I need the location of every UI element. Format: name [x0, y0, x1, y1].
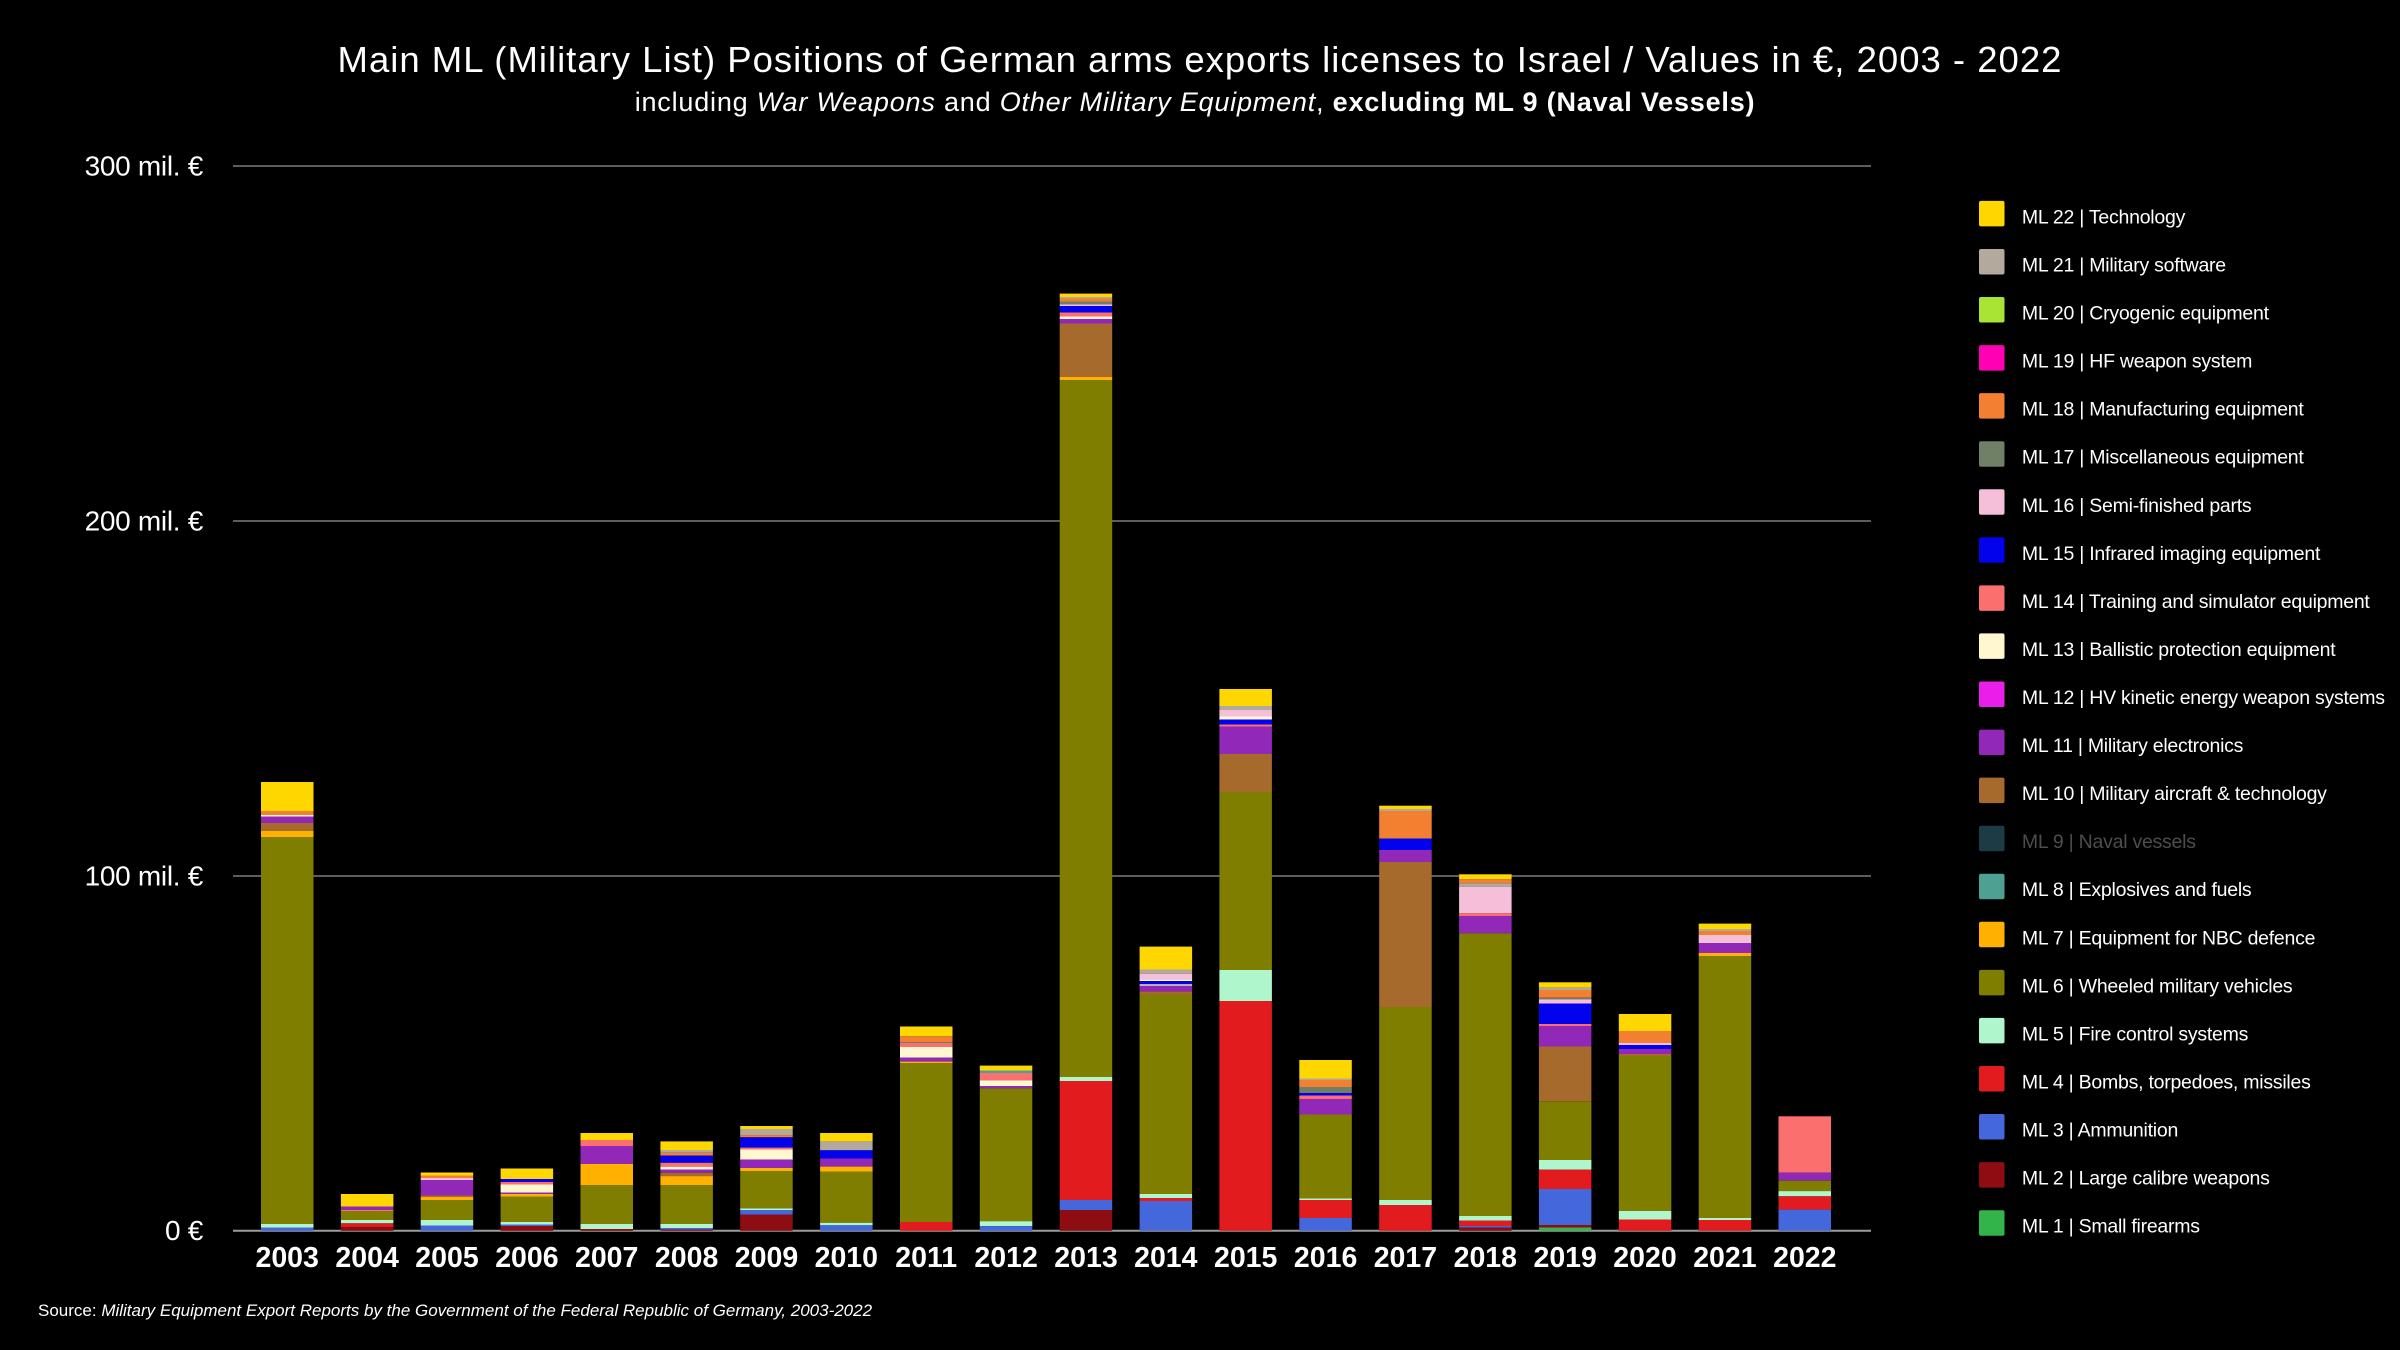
svg-text:2014: 2014 — [1134, 1242, 1198, 1274]
svg-text:ML 18 | Manufacturing equipmen: ML 18 | Manufacturing equipment — [2022, 399, 2305, 421]
svg-text:2022: 2022 — [1773, 1242, 1836, 1274]
svg-text:ML 17 | Miscellaneous equipmen: ML 17 | Miscellaneous equipment — [2022, 447, 2304, 469]
svg-text:Main ML (Military List) Positi: Main ML (Military List) Positions of Ger… — [338, 39, 2063, 80]
svg-text:ML 14 | Training and simulator: ML 14 | Training and simulator equipment — [2022, 591, 2371, 613]
svg-text:2016: 2016 — [1294, 1242, 1357, 1274]
svg-text:2010: 2010 — [815, 1242, 878, 1274]
svg-text:2006: 2006 — [495, 1242, 558, 1274]
svg-text:0 €: 0 € — [165, 1215, 204, 1246]
svg-text:2011: 2011 — [895, 1242, 957, 1274]
svg-text:ML 9 | Naval vessels: ML 9 | Naval vessels — [2022, 831, 2196, 853]
svg-text:ML 3 | Ammunition: ML 3 | Ammunition — [2022, 1120, 2178, 1142]
svg-text:2003: 2003 — [255, 1242, 318, 1274]
svg-text:200 mil. €: 200 mil. € — [85, 506, 204, 537]
svg-text:ML 8 | Explosives and fuels: ML 8 | Explosives and fuels — [2022, 879, 2252, 901]
svg-text:ML 6 | Wheeled military vehicl: ML 6 | Wheeled military vehicles — [2022, 975, 2293, 997]
svg-text:2005: 2005 — [415, 1242, 479, 1274]
svg-text:ML 7 | Equipment for NBC defen: ML 7 | Equipment for NBC defence — [2022, 927, 2315, 949]
svg-text:2018: 2018 — [1454, 1242, 1517, 1274]
svg-text:2019: 2019 — [1533, 1242, 1596, 1274]
svg-text:ML 12 | HV kinetic energy weap: ML 12 | HV kinetic energy weapon systems — [2022, 687, 2385, 709]
svg-text:2009: 2009 — [735, 1242, 798, 1274]
svg-text:ML 11 | Military electronics: ML 11 | Military electronics — [2022, 735, 2244, 757]
svg-text:ML 15 | Infrared imaging equip: ML 15 | Infrared imaging equipment — [2022, 543, 2321, 565]
svg-text:ML 4 | Bombs, torpedoes, missi: ML 4 | Bombs, torpedoes, missiles — [2022, 1072, 2311, 1094]
svg-text:ML 10 | Military aircraft & te: ML 10 | Military aircraft & technology — [2022, 783, 2327, 805]
svg-text:2021: 2021 — [1693, 1242, 1757, 1274]
svg-text:2015: 2015 — [1214, 1242, 1278, 1274]
svg-text:2013: 2013 — [1054, 1242, 1117, 1274]
svg-text:2020: 2020 — [1613, 1242, 1676, 1274]
svg-text:ML 5 | Fire control systems: ML 5 | Fire control systems — [2022, 1023, 2249, 1045]
svg-text:2007: 2007 — [575, 1242, 638, 1274]
svg-text:ML 13 | Ballistic protection e: ML 13 | Ballistic protection equipment — [2022, 639, 2336, 661]
svg-text:2008: 2008 — [655, 1242, 718, 1274]
svg-text:ML 21 | Military software: ML 21 | Military software — [2022, 255, 2226, 277]
svg-text:2017: 2017 — [1374, 1242, 1437, 1274]
svg-text:2004: 2004 — [335, 1242, 399, 1274]
svg-text:Source: Military Equipment Exp: Source: Military Equipment Export Report… — [38, 1301, 873, 1320]
svg-text:ML 2 | Large calibre weapons: ML 2 | Large calibre weapons — [2022, 1168, 2270, 1190]
svg-text:ML 19 | HF weapon system: ML 19 | HF weapon system — [2022, 351, 2252, 373]
svg-text:2012: 2012 — [974, 1242, 1037, 1274]
svg-text:ML 22 | Technology: ML 22 | Technology — [2022, 206, 2186, 228]
svg-text:ML 1 | Small firearms: ML 1 | Small firearms — [2022, 1216, 2200, 1238]
svg-text:300 mil. €: 300 mil. € — [85, 151, 204, 182]
svg-text:including War Weapons and Othe: including War Weapons and Other Military… — [635, 87, 1756, 117]
svg-text:ML 20 | Cryogenic equipment: ML 20 | Cryogenic equipment — [2022, 303, 2270, 325]
svg-text:100 mil. €: 100 mil. € — [85, 861, 204, 892]
svg-text:ML 16 | Semi-finished parts: ML 16 | Semi-finished parts — [2022, 495, 2252, 517]
